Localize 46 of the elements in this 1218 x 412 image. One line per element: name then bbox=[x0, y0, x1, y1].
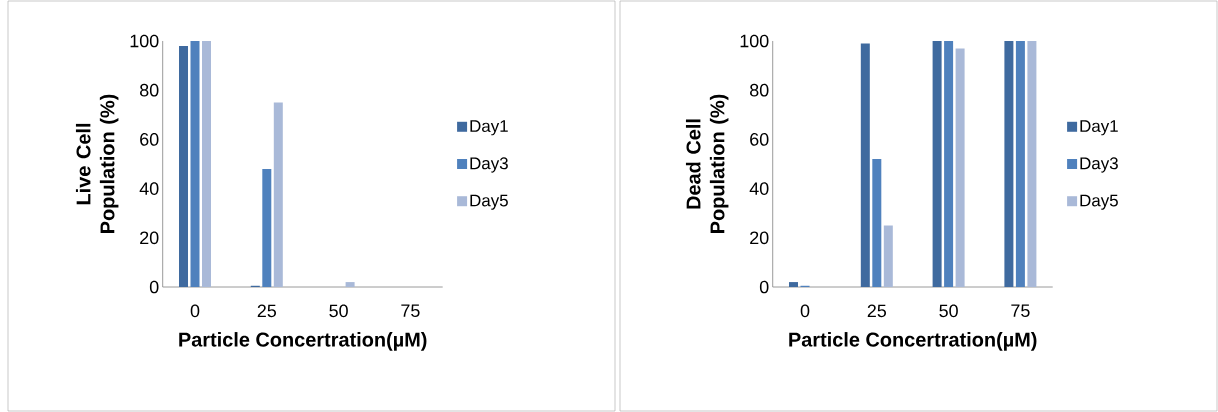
legend-label: Day1 bbox=[1080, 120, 1118, 136]
legend-label: Day3 bbox=[1080, 157, 1118, 173]
bar bbox=[883, 225, 893, 287]
x-tick-label: 25 bbox=[257, 304, 277, 318]
bar bbox=[1015, 41, 1025, 287]
x-tick-label: 75 bbox=[401, 304, 420, 318]
bar bbox=[190, 41, 200, 287]
x-tick-label: 50 bbox=[939, 304, 958, 318]
x-axis-title: Particle Concertration(µM) bbox=[179, 332, 427, 351]
y-tick-label: 80 bbox=[140, 83, 159, 97]
bar bbox=[202, 41, 212, 287]
y-tick-label: 80 bbox=[750, 83, 769, 97]
x-tick-label: 0 bbox=[800, 304, 810, 318]
x-tick-label: 50 bbox=[329, 304, 348, 318]
legend-label: Day1 bbox=[470, 120, 508, 136]
bar bbox=[860, 43, 870, 287]
y-axis-title: Live Cell Population (%) bbox=[75, 94, 119, 233]
y-tick-label: 60 bbox=[140, 133, 159, 146]
legend-label: Day5 bbox=[1080, 194, 1118, 210]
legend-label: Day5 bbox=[470, 194, 508, 210]
bar bbox=[1004, 41, 1014, 287]
y-tick-label: 100 bbox=[130, 34, 159, 48]
y-tick-label: 20 bbox=[750, 231, 769, 245]
bar bbox=[1027, 41, 1037, 287]
x-tick-label: 25 bbox=[867, 304, 887, 318]
y-tick-label: 100 bbox=[740, 34, 769, 48]
y-tick-label: 40 bbox=[139, 182, 159, 195]
y-tick-label: 60 bbox=[750, 133, 769, 146]
bar bbox=[955, 48, 965, 287]
y-tick-label: 40 bbox=[749, 182, 769, 195]
bar bbox=[345, 282, 355, 287]
y-tick-label: 20 bbox=[140, 231, 159, 245]
x-tick-label: 0 bbox=[190, 304, 200, 318]
legend-label: Day3 bbox=[470, 157, 508, 173]
bar bbox=[872, 159, 882, 287]
bar bbox=[179, 45, 189, 287]
y-tick-label: 0 bbox=[759, 280, 769, 294]
bar bbox=[789, 282, 799, 287]
bar bbox=[273, 102, 283, 287]
bar bbox=[932, 41, 942, 287]
y-axis-title: Dead Cell Population (%) bbox=[685, 94, 729, 233]
bar bbox=[262, 168, 272, 287]
bar bbox=[944, 41, 954, 287]
x-axis-title: Particle Concertration(µM) bbox=[789, 332, 1037, 351]
x-tick-label: 75 bbox=[1011, 304, 1030, 318]
y-tick-label: 0 bbox=[149, 280, 159, 294]
